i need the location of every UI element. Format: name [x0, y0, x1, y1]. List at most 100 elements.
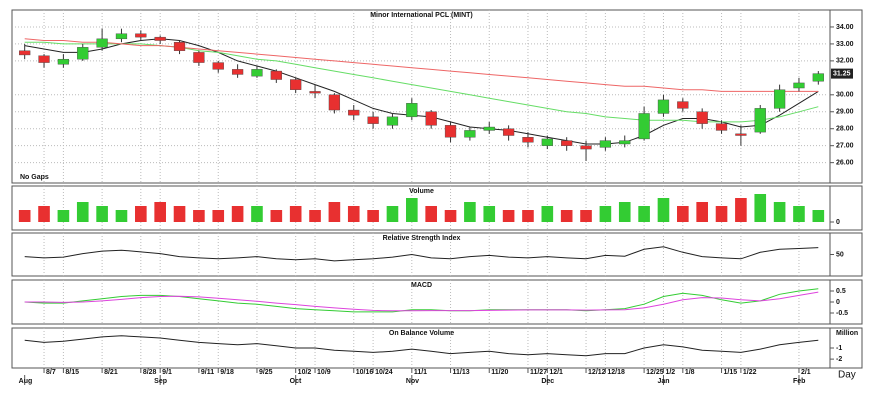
volume-bar [328, 202, 341, 222]
panel [11, 9, 863, 184]
candle-body [522, 137, 534, 143]
volume-bar [580, 210, 592, 222]
candle-body [677, 101, 689, 109]
candle-body [135, 33, 147, 38]
indicator-line [24, 246, 819, 262]
volume-bar [425, 206, 437, 222]
y-tick-label: 50 [836, 251, 844, 258]
volume-bar [270, 210, 283, 222]
candle-body [212, 62, 224, 70]
x-tick-label: 10/2 [298, 369, 312, 376]
annotation: No Gaps [20, 174, 49, 181]
volume-bar [560, 210, 573, 222]
candle-body [386, 116, 399, 126]
volume-bar [677, 206, 689, 222]
volume-bar [367, 210, 379, 222]
candle-body [231, 69, 244, 75]
y-tick-label: 29.00 [836, 109, 854, 116]
month-label: Nov [406, 378, 419, 385]
candle-body [619, 140, 631, 145]
month-label: Dec [541, 378, 554, 385]
volume-bar [38, 206, 50, 222]
y-tick-label: 32.00 [836, 58, 854, 65]
volume-bar [347, 206, 360, 222]
x-tick-label: 12/18 [607, 369, 625, 376]
month-label: Sep [154, 378, 167, 385]
candle-body [444, 125, 457, 138]
x-tick-label: 11/20 [491, 369, 508, 376]
y-tick-label: 0.5 [836, 288, 846, 295]
x-tick-label: 1/22 [743, 369, 757, 376]
volume-bar [773, 202, 786, 222]
volume-bar [599, 206, 612, 222]
unit-label: Million [836, 330, 858, 337]
candle-body [96, 38, 108, 48]
candle-body [309, 91, 321, 94]
volume-bar [289, 206, 302, 222]
indicator-line [24, 335, 819, 357]
y-tick-label: 27.00 [836, 143, 854, 150]
y-tick-label: 30.00 [836, 92, 854, 99]
x-tick-label: 9/1 [162, 369, 172, 376]
indicator-line [24, 288, 819, 313]
candle-body [580, 145, 592, 150]
y-tick-label: -0.5 [836, 310, 848, 317]
panel-title: Relative Strength Index [383, 235, 461, 242]
candle-body [793, 82, 805, 89]
panel-title: Volume [409, 188, 434, 195]
candle-body [348, 109, 360, 116]
volume-bar [502, 210, 515, 222]
indicator-line [24, 291, 819, 312]
candle-body [425, 111, 437, 126]
y-tick-label: 34.00 [836, 24, 854, 31]
candle-body [57, 58, 70, 65]
x-tick-label: 1/8 [685, 369, 695, 376]
x-tick-label: 10/9 [317, 369, 331, 376]
volume-bar [444, 210, 457, 222]
candle-body [754, 108, 766, 133]
candle-body [328, 94, 341, 111]
candle-body [251, 69, 263, 77]
panel [11, 279, 863, 325]
x-tick-label: 8/28 [143, 369, 157, 376]
volume-bar [483, 206, 496, 222]
candle-body [812, 73, 824, 82]
candle-body [290, 79, 302, 90]
candle-body [696, 111, 708, 124]
month-label: Aug [19, 378, 33, 385]
x-tick-label: 9/25 [259, 369, 273, 376]
y-tick-label: -2 [836, 356, 842, 363]
candle-body [541, 138, 553, 146]
x-tick-label: 12/25 [646, 369, 664, 376]
panel [11, 327, 863, 369]
volume-bar [135, 206, 147, 222]
volume-bar [696, 202, 708, 222]
candle-body [502, 128, 515, 136]
y-tick-label: 0 [836, 219, 840, 226]
volume-bar [793, 206, 805, 222]
x-tick-label: 11/13 [453, 369, 470, 376]
x-axis-label: Day [838, 370, 856, 381]
x-tick-label: 11/27 [530, 369, 547, 376]
volume-bar [96, 206, 108, 222]
volume-bar [541, 206, 554, 222]
candle-body [193, 52, 205, 63]
y-tick-label: 26.00 [836, 159, 854, 166]
volume-bar [735, 198, 747, 222]
panel-title: Minor International PCL (MINT) [370, 12, 473, 19]
volume-bar [76, 202, 89, 222]
candle-body [77, 47, 89, 60]
x-tick-label: 8/15 [65, 369, 79, 376]
month-label: Oct [290, 378, 302, 385]
volume-bar [715, 206, 728, 222]
y-tick-label: 33.00 [836, 41, 854, 48]
candle-body [561, 140, 573, 146]
x-tick-label: 9/18 [220, 369, 234, 376]
volume-bar [618, 202, 631, 222]
x-tick-label: 2/1 [801, 369, 811, 376]
x-tick-label: 12/1 [549, 369, 563, 376]
x-tick-label: 8/7 [46, 369, 56, 376]
volume-bar [231, 206, 244, 222]
candle-body [367, 116, 379, 124]
